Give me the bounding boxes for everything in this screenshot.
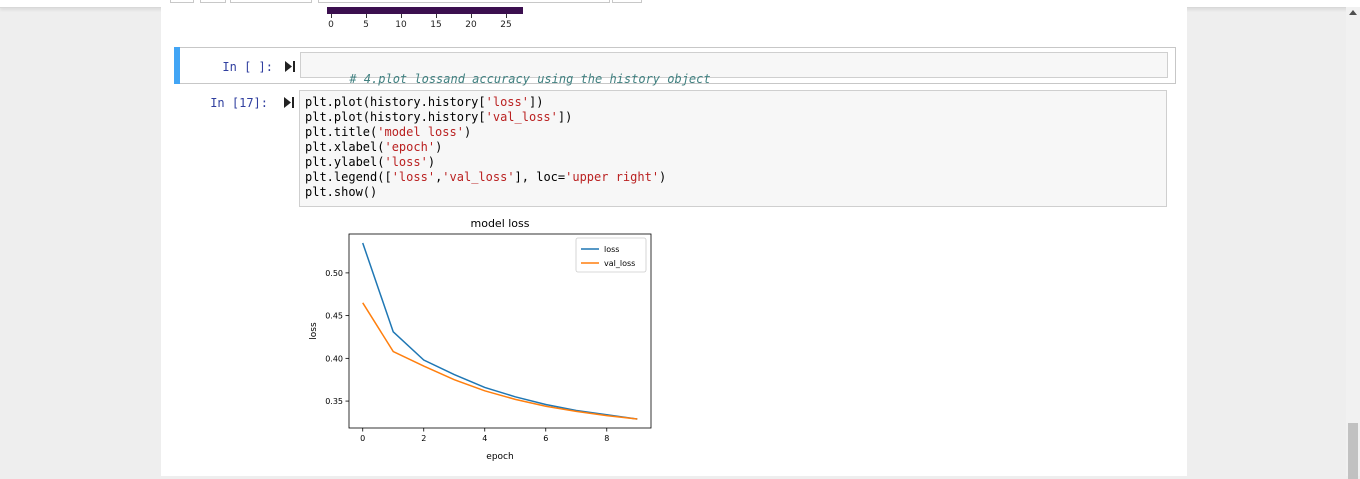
previous-output-colorbar	[327, 7, 523, 14]
prev-axis-tick	[331, 14, 332, 18]
code-string: 'loss'	[485, 95, 529, 109]
selected-cell-indicator	[174, 47, 180, 84]
code-token: plt.legend([	[305, 170, 392, 184]
code-line: plt.title('model loss')	[305, 125, 1161, 140]
code-string: 'val_loss'	[442, 170, 515, 184]
y-axis-label: loss	[309, 322, 319, 340]
cell-prompt: In [17]:	[210, 96, 268, 110]
series-line-val-loss	[362, 302, 638, 420]
toolbar-button-fragment[interactable]	[170, 0, 194, 3]
code-token: ])	[557, 110, 573, 124]
y-tick-label: 0.50	[325, 269, 343, 278]
run-cell-icon[interactable]	[284, 97, 294, 108]
scroll-up-arrow-icon[interactable]	[1349, 10, 1357, 15]
code-line: plt.xlabel('epoch')	[305, 140, 1161, 155]
code-token: )	[463, 125, 472, 139]
y-tick-label: 0.45	[325, 312, 343, 321]
prev-axis-tick	[471, 14, 472, 18]
code-token: )	[427, 155, 436, 169]
axes-group: 0 2 4 6 8 0.35 0.40 0.45 0.50	[325, 269, 609, 443]
code-line: plt.legend(['loss','val_loss'], loc='upp…	[305, 170, 1161, 185]
prev-axis-tick	[366, 14, 367, 18]
code-token: ,	[435, 170, 443, 184]
chart-title: model loss	[471, 217, 530, 230]
page-scrollbar[interactable]	[1346, 7, 1360, 479]
code-token: ])	[528, 95, 544, 109]
code-string: 'val_loss'	[485, 110, 558, 124]
y-tick-label: 0.35	[325, 397, 343, 406]
code-token: plt.show()	[305, 185, 378, 199]
code-string: 'upper right'	[565, 170, 660, 184]
legend-label: val_loss	[604, 259, 635, 268]
code-string: 'epoch'	[384, 140, 436, 154]
code-comment: # 4.plot lossand accuracy using the hist…	[349, 72, 711, 86]
cell-input-area[interactable]: plt.plot(history.history['loss']) plt.plo…	[299, 90, 1167, 207]
plot-area-frame	[348, 233, 652, 429]
y-tick-label: 0.40	[325, 354, 343, 363]
code-line: plt.plot(history.history['val_loss'])	[305, 110, 1161, 125]
prev-axis-tick-label: 10	[395, 20, 407, 30]
scrollbar-thumb[interactable]	[1348, 423, 1358, 479]
code-line: plt.plot(history.history['loss'])	[305, 95, 1161, 110]
code-line: plt.show()	[305, 185, 1161, 200]
code-cell-selected[interactable]: In [ ]: # 4.plot lossand accuracy using …	[174, 47, 1176, 86]
series-line-loss	[362, 242, 638, 420]
toolbar-button-group-fragment[interactable]	[230, 0, 312, 3]
chart-legend: loss val_loss	[575, 237, 647, 273]
code-token: )	[435, 140, 443, 154]
code-line: plt.ylabel('loss')	[305, 155, 1161, 170]
prev-axis-tick-label: 15	[430, 20, 442, 30]
cell-prompt: In [ ]:	[222, 60, 273, 74]
x-axis-label: epoch	[486, 452, 513, 462]
code-token: plt.plot(history.history[	[305, 95, 486, 109]
prev-axis-tick	[436, 14, 437, 18]
legend-label: loss	[604, 245, 619, 254]
loss-chart-svg: model loss 0 2 4 6 8 0.35 0.40 0.45 0.50 epoch l…	[309, 217, 652, 462]
run-cell-icon[interactable]	[285, 61, 295, 72]
code-string: 'loss'	[384, 155, 428, 169]
code-token: plt.ylabel(	[305, 155, 385, 169]
x-tick-label: 2	[421, 434, 426, 443]
toolbar-button-fragment[interactable]	[200, 0, 226, 3]
x-tick-label: 0	[360, 434, 365, 443]
code-string: 'model loss'	[377, 125, 464, 139]
output-chart: model loss 0 2 4 6 8 0.35 0.40 0.45 0.50 epoch l…	[302, 212, 662, 467]
code-token: ], loc=	[514, 170, 566, 184]
prev-axis-tick-label: 25	[500, 20, 512, 30]
code-token: plt.title(	[305, 125, 378, 139]
prev-axis-tick-label: 0	[328, 20, 334, 30]
x-tick-label: 4	[482, 434, 487, 443]
toolbar-select-fragment[interactable]	[318, 0, 610, 3]
prev-axis-tick-label: 5	[363, 20, 369, 30]
code-token: )	[659, 170, 667, 184]
x-tick-label: 8	[604, 434, 609, 443]
prev-axis-tick	[401, 14, 402, 18]
prev-axis-tick-label: 20	[465, 20, 477, 30]
previous-output-axis: 0 5 10 15 20 25	[321, 14, 541, 40]
series-lines	[362, 242, 638, 420]
prev-axis-tick	[506, 14, 507, 18]
code-token: plt.plot(history.history[	[305, 110, 486, 124]
code-token: plt.xlabel(	[305, 140, 385, 154]
code-string: 'loss'	[391, 170, 436, 184]
x-tick-label: 6	[543, 434, 548, 443]
toolbar-button-fragment[interactable]	[612, 0, 642, 3]
notebook-container: 0 5 10 15 20 25 In [ ]: # 4.plot lossand accu…	[161, 7, 1187, 476]
code-cell[interactable]: In [17]: plt.plot(history.history['loss'…	[174, 89, 1174, 209]
cell-input-area[interactable]: # 4.plot lossand accuracy using the hist…	[300, 52, 1168, 86]
